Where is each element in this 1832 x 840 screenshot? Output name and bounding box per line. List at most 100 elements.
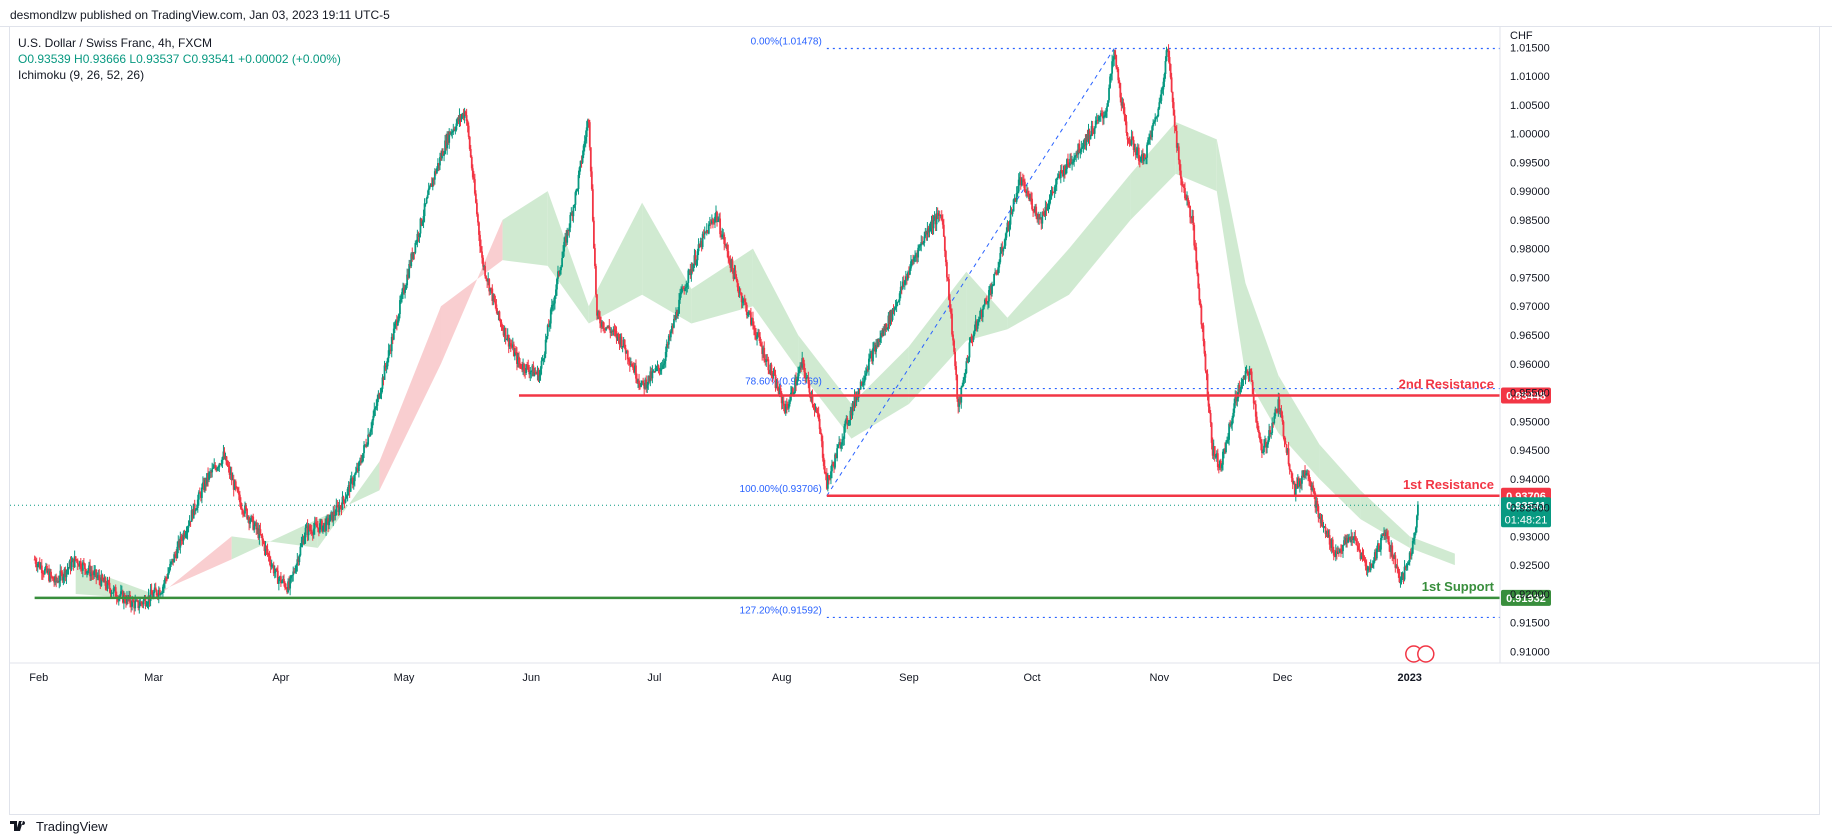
candle-body (1057, 174, 1060, 177)
candle-body (678, 299, 680, 314)
candle-body (1236, 398, 1239, 402)
candle-body (717, 220, 719, 222)
candle-body (42, 573, 45, 575)
candle-body (969, 337, 972, 343)
candle-body (547, 325, 550, 327)
candle-body (333, 511, 336, 516)
event-flag-icon (1417, 645, 1435, 663)
candle-body (961, 385, 964, 388)
tradingview-brand[interactable]: TradingView (10, 815, 108, 837)
candle-body (86, 571, 88, 574)
candle-body (1306, 473, 1308, 475)
candle-body (69, 561, 72, 570)
cloud-segment (908, 271, 967, 405)
candle-body (1130, 136, 1133, 145)
candle-body (658, 368, 661, 372)
candle-body (500, 322, 503, 328)
candle-body (1040, 217, 1043, 224)
candle-body (792, 388, 794, 395)
candle-body (686, 282, 689, 287)
candle-body (398, 314, 400, 321)
candle-body (1048, 199, 1051, 206)
candle-body (382, 377, 385, 380)
candle-body (1065, 169, 1067, 174)
candle-body (1249, 368, 1252, 372)
candle-body (931, 220, 934, 229)
candle-body (152, 592, 155, 598)
candle-body (523, 364, 526, 372)
candle-body (968, 342, 971, 358)
candle-body (1382, 534, 1384, 536)
candle-body (512, 344, 515, 357)
candle-body (1385, 532, 1387, 537)
candle-body (369, 431, 372, 437)
candle-body (1372, 560, 1375, 565)
x-tick-label: Apr (272, 672, 289, 684)
candle-body (131, 599, 134, 607)
indicator-label: Ichimoku (9, 26, 52, 26) (18, 68, 145, 82)
candle-body (1183, 186, 1185, 189)
candle-body (706, 230, 709, 234)
candle-body (1400, 578, 1403, 583)
candle-body (1105, 111, 1107, 116)
candle-body (173, 554, 176, 563)
candle-body (1115, 55, 1118, 68)
candle-body (869, 354, 871, 359)
candle-body (742, 299, 745, 302)
candle-body (875, 344, 877, 352)
candle-body (972, 334, 975, 340)
candle-body (1203, 341, 1206, 354)
candle-body (520, 363, 522, 368)
candle-body (694, 255, 697, 265)
candle-body (381, 377, 384, 389)
candle-body (721, 234, 724, 238)
candle-body (965, 361, 968, 374)
candle-body (1397, 568, 1400, 572)
candle-body (852, 403, 855, 407)
candle-body (536, 369, 539, 375)
candle-body (670, 325, 673, 332)
candle-body (855, 396, 858, 403)
candle-body (556, 278, 558, 290)
candle-body (1051, 191, 1054, 193)
candle-body (625, 350, 628, 354)
candle-body (1153, 121, 1156, 123)
candle-body (1303, 470, 1305, 478)
candle-body (1188, 201, 1190, 206)
candle-body (956, 375, 959, 399)
candle-body (937, 214, 940, 216)
candle-body (834, 454, 836, 468)
candle-body (1374, 552, 1377, 559)
candle-body (1368, 567, 1371, 571)
candle-body (954, 351, 957, 367)
candle-body (52, 577, 54, 581)
candle-body (1073, 157, 1076, 162)
candle-body (712, 220, 714, 223)
candle-body (991, 285, 993, 294)
candle-body (357, 462, 360, 471)
candle-body (535, 373, 538, 375)
candle-body (1068, 163, 1070, 166)
candle-body (229, 472, 232, 475)
candle-body (793, 392, 795, 395)
candle-body (1097, 116, 1100, 121)
candle-body (973, 329, 976, 335)
candle-body (302, 539, 305, 544)
chart-frame[interactable] (9, 26, 1820, 815)
candle-body (510, 345, 513, 348)
candle-body (415, 242, 418, 244)
candle-body (614, 330, 617, 332)
candle-body (978, 317, 981, 320)
candle-body (419, 218, 422, 234)
candle-body (883, 328, 886, 331)
candle-body (337, 505, 340, 513)
candle-body (984, 299, 987, 301)
candle-body (304, 527, 307, 538)
candle-body (737, 287, 740, 294)
candle-body (1351, 536, 1354, 540)
candle-body (704, 231, 707, 233)
candle-body (1090, 125, 1093, 136)
candle-body (669, 331, 672, 338)
